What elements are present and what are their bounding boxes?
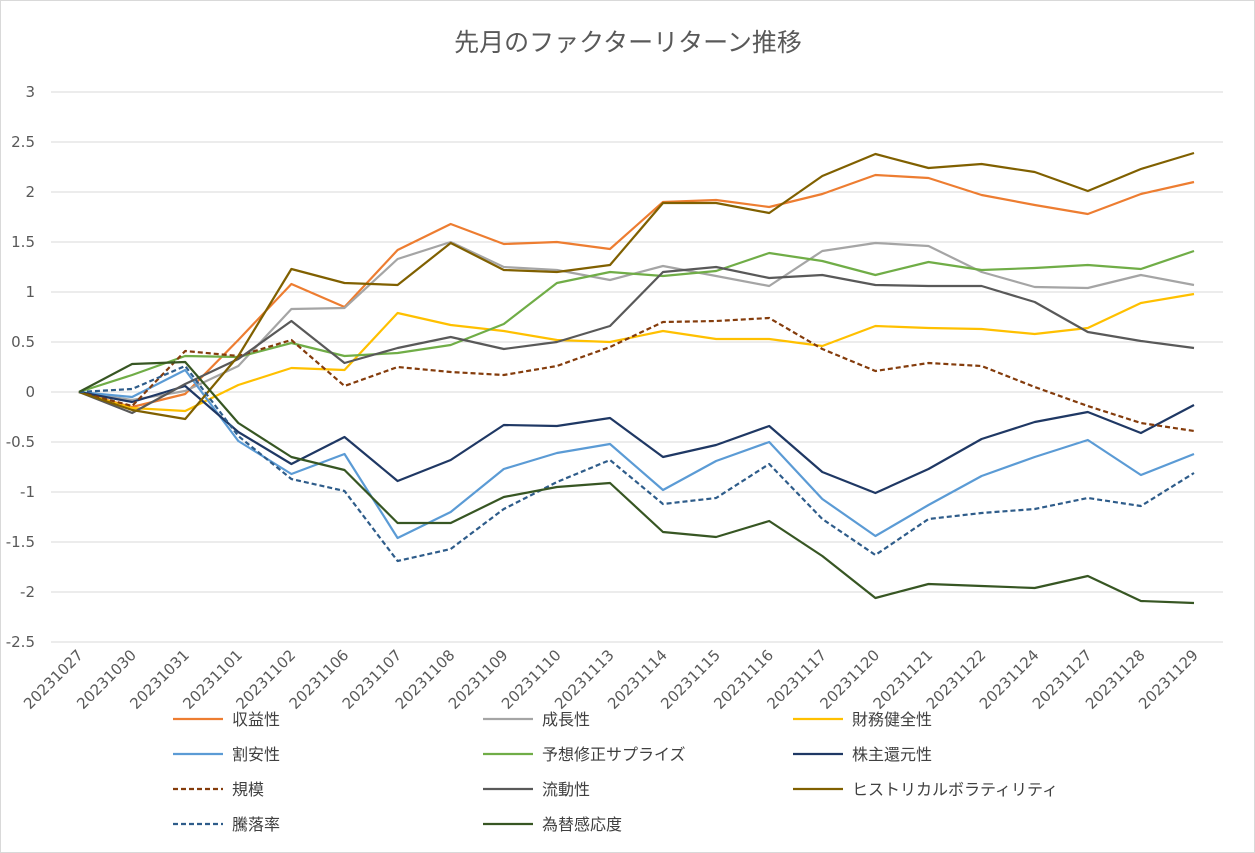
y-tick-label: -1.5 — [6, 533, 35, 551]
series-line — [78, 173, 1195, 409]
x-axis-ticks: 2023102720231030202310312023110120231102… — [20, 646, 1202, 713]
chart-title: 先月のファクターリターン推移 — [454, 28, 802, 57]
y-tick-label: 0.5 — [11, 333, 35, 351]
y-tick-label: 1 — [25, 283, 35, 301]
y-tick-label: -2.5 — [6, 633, 35, 651]
y-tick-label: 0 — [25, 383, 35, 401]
y-tick-label: -1 — [20, 483, 35, 501]
legend-entry: 収益性 — [232, 710, 280, 729]
legend-entry: 騰落率 — [232, 815, 280, 834]
y-tick-label: 1.5 — [11, 233, 35, 251]
series-line — [78, 368, 1195, 540]
series-lines — [78, 151, 1195, 605]
series-line — [78, 384, 1195, 495]
legend-entry: 流動性 — [542, 780, 590, 799]
series-line — [78, 240, 1195, 402]
series-line — [78, 265, 1195, 415]
gridlines — [51, 91, 1223, 643]
y-tick-label: -0.5 — [6, 433, 35, 451]
y-tick-label: 3 — [25, 83, 35, 101]
series-line — [78, 151, 1195, 421]
legend-entry: 株主還元性 — [852, 745, 932, 764]
legend-entry: 規模 — [232, 780, 264, 799]
series-line — [78, 292, 1195, 413]
series-line — [78, 360, 1195, 605]
y-tick-label: 2.5 — [11, 133, 35, 151]
legend-entry: ヒストリカルボラティリティ — [852, 780, 1058, 799]
legend-entry: 割安性 — [232, 745, 280, 764]
legend-entry: 財務健全性 — [852, 710, 932, 729]
y-axis-ticks: 3 2.5 2 1.5 1 0.5 0 -0.5 -1 -1.5 -2 -2.5 — [6, 83, 35, 651]
y-tick-label: 2 — [25, 183, 35, 201]
series-line — [78, 249, 1195, 394]
y-tick-label: -2 — [20, 583, 35, 601]
legend-entry: 予想修正サプライズ — [542, 745, 686, 764]
legend-entry: 成長性 — [542, 710, 590, 729]
series-line — [78, 364, 1195, 563]
series-line — [78, 316, 1195, 433]
legend-entry: 為替感応度 — [542, 815, 622, 834]
